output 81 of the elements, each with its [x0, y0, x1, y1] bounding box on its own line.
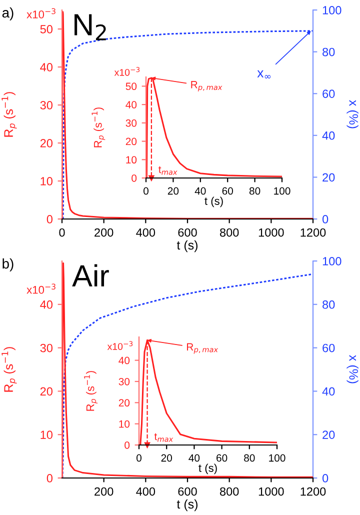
annotation: N$_{2}$ [74, 14, 106, 40]
x-tick-label: 20 [161, 454, 172, 462]
x-tick-label: 600 [178, 487, 197, 496]
text: x10$^{−3}$ [26, 8, 56, 18]
y2-tick-label: 20 [322, 173, 335, 182]
x-tick-label: 80 [244, 454, 255, 462]
y2-axis-title: x (%) [346, 355, 358, 384]
x-tick-label: 100 [269, 454, 286, 462]
y2-tick-label: 100 [322, 6, 342, 14]
text: a) [2, 7, 14, 20]
annotation: Air [72, 264, 109, 286]
annotation: x$_{∞}$ [257, 70, 271, 78]
y-tick-label: 40 [118, 356, 130, 364]
x-tick-label: 1000 [258, 228, 284, 237]
x-tick-label: 200 [94, 487, 114, 496]
x-axis-title: t (s) [176, 499, 198, 512]
x-tick-label: 400 [136, 228, 156, 237]
y-tick-label: 40 [40, 300, 53, 309]
y-tick-label: 20 [40, 387, 53, 396]
ref-line-label: t$_{max}$ [158, 166, 178, 175]
y-axis-title: R$_{p}$ (s$^{−1}$) [92, 108, 106, 148]
y-tick-label: 0 [132, 174, 137, 182]
x-tick-label: 60 [222, 187, 233, 195]
ref-line-label: t$_{max}$ [154, 433, 174, 442]
x-tick-label: 80 [249, 187, 260, 195]
y-tick-label: 50 [126, 82, 137, 90]
y-tick-label: 10 [40, 430, 53, 439]
annotation: R$_{p,max}$ [191, 81, 222, 92]
x-tick-label: 0 [144, 187, 148, 195]
y-tick-label: 10 [40, 177, 53, 186]
x-axis-title: t (s) [198, 464, 217, 474]
y2-tick-label: 60 [322, 344, 335, 352]
y2-tick-label: 40 [322, 131, 335, 140]
y-tick-label: 30 [40, 101, 53, 110]
y2-tick-label: 0 [322, 215, 328, 224]
x-tick-label: 60 [216, 454, 228, 462]
y-tick-label: 40 [126, 101, 137, 108]
x-axis-title: t (s) [176, 240, 198, 252]
y-axis-title: R$_{p}$ (s$^{−1}$) [2, 347, 17, 392]
y-tick-label: 30 [118, 378, 130, 386]
y2-tick-label: 80 [322, 48, 335, 56]
x-tick-label: 1200 [300, 487, 326, 496]
text: x10$^{−3}$ [26, 284, 56, 294]
y-tick-label: 40 [40, 63, 53, 72]
y2-tick-label: 60 [322, 90, 335, 98]
x-tick-label: 100 [274, 187, 290, 195]
y-tick-label: 0 [46, 215, 53, 224]
y2-tick-label: 100 [322, 257, 342, 266]
x-tick-label: 40 [194, 187, 206, 195]
annotation: R$_{p,max}$ [187, 343, 218, 354]
y-tick-label: 20 [126, 138, 137, 146]
x-tick-label: 20 [168, 187, 179, 195]
x-tick-label: 1000 [258, 487, 284, 496]
x-tick-label: 0 [59, 228, 65, 237]
y-tick-label: 10 [119, 420, 130, 428]
y-axis-title: R$_{p}$ (s$^{−1}$) [84, 371, 98, 411]
y2-axis-title: x (%) [346, 100, 358, 128]
y2-tick-label: 20 [322, 430, 335, 439]
annotation: x10$^{−3}$ [114, 66, 140, 76]
text: b) [2, 258, 14, 272]
x-tick-label: 40 [188, 454, 200, 462]
x-tick-label: 1200 [300, 228, 326, 237]
x-tick-label: 400 [136, 487, 156, 496]
y2-tick-label: 40 [322, 387, 335, 396]
x-axis-title: t (s) [204, 196, 223, 208]
y-tick-label: 0 [124, 442, 130, 449]
y-axis-title: R$_{p}$ (s$^{−1}$) [2, 92, 17, 137]
y-tick-label: 20 [40, 139, 53, 148]
y-tick-label: 0 [46, 474, 53, 482]
y-tick-label: 30 [40, 344, 53, 352]
y2-tick-label: 80 [322, 300, 335, 309]
y-tick-label: 30 [126, 119, 137, 127]
y-tick-label: 20 [118, 399, 130, 407]
x-tick-label: 800 [220, 228, 239, 237]
y-tick-label: 10 [126, 156, 137, 164]
annotation: x10$^{−3}$ [107, 341, 133, 350]
x-tick-label: 600 [178, 228, 197, 237]
x-tick-label: 200 [94, 228, 114, 237]
y2-tick-label: 0 [322, 474, 328, 482]
x-tick-label: 800 [220, 487, 239, 496]
y-tick-label: 50 [40, 25, 53, 34]
